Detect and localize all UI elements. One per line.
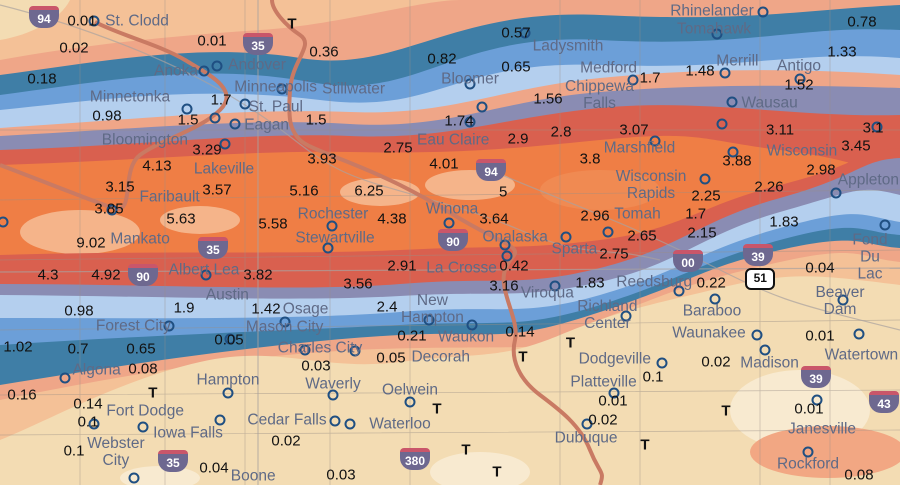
city-marker <box>602 226 614 238</box>
highway-shield-icon: 90 <box>128 264 158 286</box>
city-marker <box>830 187 842 199</box>
city-marker <box>751 329 763 341</box>
city-marker <box>549 280 561 292</box>
city-marker <box>404 396 416 408</box>
city-marker <box>811 394 823 406</box>
city-marker <box>322 242 334 254</box>
city-marker <box>349 345 361 357</box>
band-beige-south <box>0 276 900 485</box>
city-marker <box>709 293 721 305</box>
mississippi-river <box>270 0 604 485</box>
city-marker <box>699 173 711 185</box>
city-marker <box>727 146 739 158</box>
city-marker <box>326 220 338 232</box>
light-patch <box>430 452 530 485</box>
highway-shield-icon: 35 <box>243 33 273 55</box>
highway-shield-icon: 380 <box>400 448 430 470</box>
city-marker <box>757 6 769 18</box>
city-marker <box>88 15 100 27</box>
city-marker <box>200 269 212 281</box>
city-marker <box>464 78 476 90</box>
highway-shield-icon: 35 <box>198 237 228 259</box>
heavy-spot <box>540 170 660 210</box>
city-marker <box>423 314 435 326</box>
city-marker <box>627 74 639 86</box>
highway-shield-icon: 90 <box>438 229 468 251</box>
highway-shield-icon: 39 <box>801 366 831 388</box>
city-marker <box>279 316 291 328</box>
city-marker <box>794 73 806 85</box>
city-marker <box>853 328 865 340</box>
city-marker <box>344 418 356 430</box>
city-marker <box>608 387 620 399</box>
city-marker <box>224 333 236 345</box>
city-marker <box>209 112 221 124</box>
city-marker <box>88 418 100 430</box>
highway-shield-icon: 94 <box>476 159 506 181</box>
minnesota-river <box>0 20 229 211</box>
city-marker <box>106 204 118 216</box>
city-marker <box>519 27 531 39</box>
city-marker <box>59 372 71 384</box>
city-marker <box>214 414 226 426</box>
highway-shield-icon: 94 <box>29 6 59 28</box>
city-marker <box>222 387 234 399</box>
city-marker <box>673 285 685 297</box>
city-marker <box>128 472 140 484</box>
city-marker <box>211 60 223 72</box>
city-marker <box>802 446 814 458</box>
city-marker <box>239 98 251 110</box>
city-marker <box>656 357 668 369</box>
city-marker <box>0 216 9 228</box>
city-marker <box>299 344 311 356</box>
city-marker <box>719 67 731 79</box>
highway-shield-icon: 35 <box>158 450 188 472</box>
city-marker <box>716 118 728 130</box>
city-marker <box>181 103 193 115</box>
city-marker <box>466 319 478 331</box>
city-marker <box>501 250 513 262</box>
city-marker <box>219 138 231 150</box>
highway-shield-icon: 39 <box>743 244 773 266</box>
highway-shield-icon: 51 <box>745 268 776 291</box>
city-marker <box>759 344 771 356</box>
city-marker <box>879 219 891 231</box>
city-marker <box>871 121 883 133</box>
city-marker <box>837 294 849 306</box>
city-marker <box>229 118 241 130</box>
heavy-spot <box>160 206 240 234</box>
city-marker <box>499 239 511 251</box>
city-marker <box>327 389 339 401</box>
city-marker <box>726 96 738 108</box>
city-marker <box>276 83 288 95</box>
city-marker <box>711 28 723 40</box>
rockford-patch <box>750 426 900 478</box>
city-marker <box>329 415 341 427</box>
city-marker <box>198 65 210 77</box>
city-marker <box>649 135 661 147</box>
city-marker <box>163 320 175 332</box>
highway-shield-icon: 43 <box>869 391 899 413</box>
city-marker <box>560 231 572 243</box>
city-marker <box>137 421 149 433</box>
city-marker <box>581 418 593 430</box>
city-marker <box>476 101 488 113</box>
city-marker <box>464 116 476 128</box>
heavy-spot <box>340 178 420 206</box>
city-marker <box>620 310 632 322</box>
city-marker <box>443 217 455 229</box>
highway-shield-icon: 00 <box>673 250 703 272</box>
